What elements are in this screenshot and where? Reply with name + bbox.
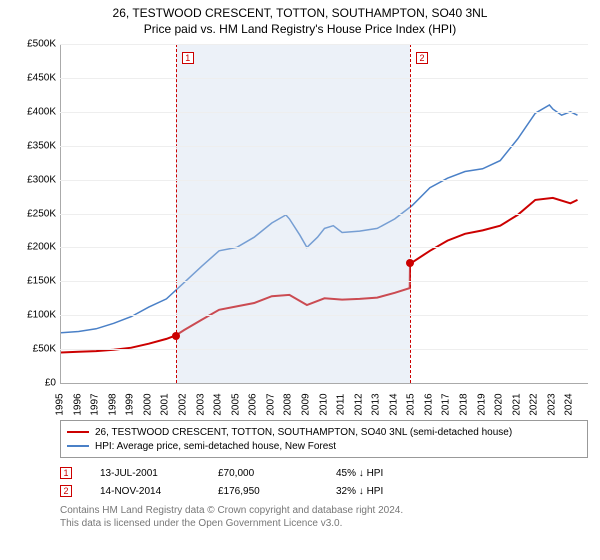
grid-line <box>60 44 588 45</box>
chart-area: 1 2 £0 £50K £100K £150K £200K £250K £300K £350K £… <box>12 44 588 414</box>
legend-label: 26, TESTWOOD CRESCENT, TOTTON, SOUTHAMPT… <box>95 427 512 438</box>
grid-line <box>60 281 588 282</box>
x-tick-label: 2008 <box>283 390 294 420</box>
x-tick-label: 2005 <box>230 390 241 420</box>
x-tick-label: 2012 <box>353 390 364 420</box>
x-tick-label: 2019 <box>476 390 487 420</box>
events-table: 1 13-JUL-2001 £70,000 45% ↓ HPI 2 14-NOV… <box>60 464 588 500</box>
x-tick-label: 2017 <box>441 390 452 420</box>
legend-box: 26, TESTWOOD CRESCENT, TOTTON, SOUTHAMPT… <box>60 420 588 458</box>
event-row: 1 13-JUL-2001 £70,000 45% ↓ HPI <box>60 464 588 482</box>
event-badge: 1 <box>60 467 72 479</box>
y-tick-label: £0 <box>12 378 56 389</box>
x-tick-label: 2001 <box>160 390 171 420</box>
y-tick-label: £100K <box>12 310 56 321</box>
event-marker-label: 1 <box>182 52 194 64</box>
event-date: 14-NOV-2014 <box>100 486 190 497</box>
grid-line <box>60 214 588 215</box>
event-delta: 32% ↓ HPI <box>336 486 426 497</box>
event-row: 2 14-NOV-2014 £176,950 32% ↓ HPI <box>60 482 588 500</box>
x-tick-label: 2014 <box>388 390 399 420</box>
y-tick-label: £250K <box>12 208 56 219</box>
y-tick-label: £450K <box>12 72 56 83</box>
event-badge: 2 <box>60 485 72 497</box>
x-tick-label: 2003 <box>195 390 206 420</box>
event-date: 13-JUL-2001 <box>100 468 190 479</box>
attribution: Contains HM Land Registry data © Crown c… <box>60 504 588 530</box>
x-tick-label: 2015 <box>406 390 417 420</box>
y-tick-label: £150K <box>12 276 56 287</box>
y-tick-label: £200K <box>12 242 56 253</box>
grid-line <box>60 180 588 181</box>
x-tick-label: 2002 <box>177 390 188 420</box>
x-tick-label: 2023 <box>546 390 557 420</box>
y-tick-label: £300K <box>12 174 56 185</box>
legend-row: 26, TESTWOOD CRESCENT, TOTTON, SOUTHAMPT… <box>67 425 581 439</box>
event-marker-label: 2 <box>416 52 428 64</box>
x-tick-label: 2024 <box>564 390 575 420</box>
grid-line <box>60 247 588 248</box>
x-tick-label: 2021 <box>511 390 522 420</box>
grid-line <box>60 146 588 147</box>
legend-row: HPI: Average price, semi-detached house,… <box>67 439 581 453</box>
legend-swatch <box>67 431 89 433</box>
x-tick-label: 1998 <box>107 390 118 420</box>
x-tick-label: 2007 <box>265 390 276 420</box>
x-tick-label: 2000 <box>142 390 153 420</box>
x-tick-label: 1999 <box>125 390 136 420</box>
legend-label: HPI: Average price, semi-detached house,… <box>95 441 336 452</box>
event-price: £176,950 <box>218 486 308 497</box>
x-tick-label: 2011 <box>336 390 347 420</box>
event-delta: 45% ↓ HPI <box>336 468 426 479</box>
y-tick-label: £400K <box>12 106 56 117</box>
x-tick-label: 2016 <box>423 390 434 420</box>
attribution-line: This data is licensed under the Open Gov… <box>60 517 588 530</box>
x-tick-label: 2004 <box>213 390 224 420</box>
event-marker-dot <box>172 332 180 340</box>
y-tick-label: £350K <box>12 140 56 151</box>
grid-line <box>60 315 588 316</box>
y-tick-label: £500K <box>12 39 56 50</box>
x-tick-label: 2020 <box>494 390 505 420</box>
attribution-line: Contains HM Land Registry data © Crown c… <box>60 504 588 517</box>
grid-line <box>60 112 588 113</box>
event-marker-dot <box>406 259 414 267</box>
grid-line <box>60 349 588 350</box>
x-tick-label: 1995 <box>55 390 66 420</box>
y-tick-label: £50K <box>12 344 56 355</box>
x-tick-label: 2018 <box>459 390 470 420</box>
x-tick-label: 2010 <box>318 390 329 420</box>
x-tick-label: 2009 <box>300 390 311 420</box>
chart-title-line2: Price paid vs. HM Land Registry's House … <box>12 22 588 36</box>
x-tick-label: 2006 <box>248 390 259 420</box>
x-tick-label: 1997 <box>90 390 101 420</box>
chart-title-line1: 26, TESTWOOD CRESCENT, TOTTON, SOUTHAMPT… <box>12 6 588 20</box>
event-price: £70,000 <box>218 468 308 479</box>
x-tick-label: 2013 <box>371 390 382 420</box>
legend-swatch <box>67 445 89 447</box>
x-tick-label: 2022 <box>529 390 540 420</box>
grid-line <box>60 78 588 79</box>
x-tick-label: 1996 <box>72 390 83 420</box>
